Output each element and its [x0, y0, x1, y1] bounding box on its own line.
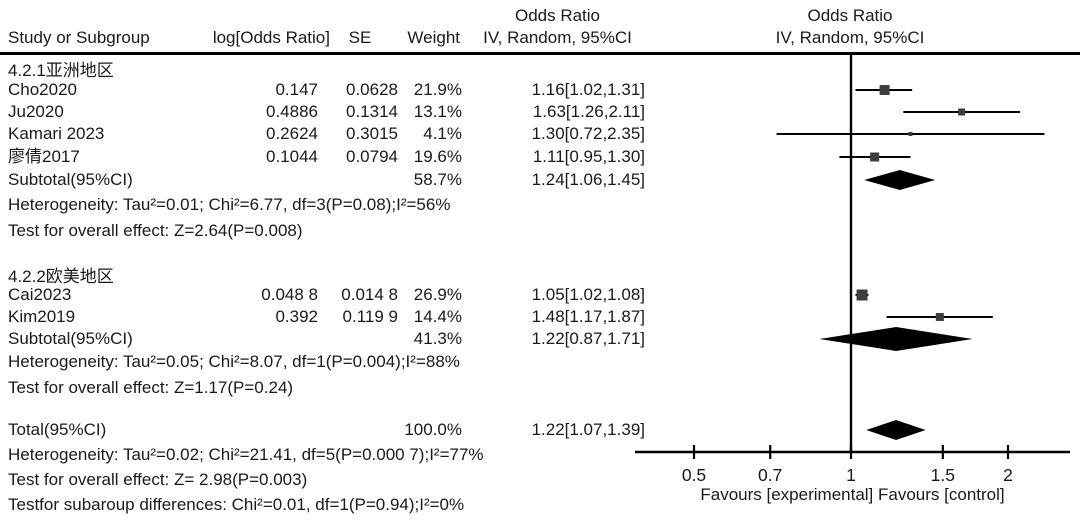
or-ci-value: 1.22[0.87,1.71] [531, 329, 645, 348]
header-divider-line [0, 52, 1080, 55]
logor-value: 0.392 [275, 307, 318, 326]
se-value: 0.0794 [346, 147, 398, 166]
or-ci-value: 1.24[1.06,1.45] [531, 170, 645, 189]
weight-value: 26.9% [413, 285, 462, 304]
study-label: Ju2020 [8, 102, 64, 121]
se-column-header: SE [348, 28, 372, 47]
group-label: 4.2.1亚洲地区 [8, 61, 114, 80]
ci-column-header-left: IV, Random, 95%CI [483, 28, 632, 47]
effect-square [908, 132, 913, 136]
stat-text: Test for overall effect: Z= 2.98(P=0.003… [8, 470, 308, 489]
table-row: Ju2020 0.4886 0.1314 13.1% 1.63[1.26,2.11] [0, 101, 660, 123]
stat-line: Test for overall effect: Z=1.17(P=0.24) [0, 377, 660, 399]
table-row: Cai2023 0.048 8 0.014 8 26.9% 1.05[1.02,1.08… [0, 284, 660, 306]
stat-text: Testfor subaroup differences: Chi²=0.01,… [8, 495, 465, 514]
odds-ratio-title-left: Odds Ratio [514, 6, 601, 25]
weight-value: 100.0% [404, 420, 462, 439]
axis-tick-label: 2 [1003, 465, 1013, 485]
summary-label: Subtotal(95%CI) [8, 329, 133, 348]
weight-value: 41.3% [413, 329, 462, 348]
summary-label: Subtotal(95%CI) [8, 170, 133, 189]
table-row: Cho2020 0.147 0.0628 21.9% 1.16[1.02,1.31] [0, 79, 660, 101]
table-row: 廖倩2017 0.1044 0.0794 19.6% 1.11[0.95,1.30] [0, 146, 660, 168]
study-label: Kim2019 [8, 307, 76, 326]
se-value: 0.119 9 [342, 307, 398, 326]
study-label: Cai2023 [8, 285, 72, 304]
se-value: 0.3015 [346, 124, 398, 143]
axis-tick-label: 1 [846, 465, 856, 485]
stat-line: Test for overall effect: Z=2.64(P=0.008) [0, 220, 660, 242]
logor-value: 0.4886 [266, 102, 318, 121]
axis-tick-label: 1.5 [931, 465, 955, 485]
weight-value: 21.9% [413, 80, 462, 99]
stat-text: Test for overall effect: Z=1.17(P=0.24) [8, 378, 294, 397]
weight-value: 13.1% [413, 102, 462, 121]
or-ci-value: 1.11[0.95,1.30] [532, 147, 645, 166]
effect-square [879, 85, 890, 95]
or-ci-value: 1.30[0.72,2.35] [531, 124, 645, 143]
se-value: 0.0628 [346, 80, 398, 99]
ci-column-header-right: IV, Random, 95%CI [775, 28, 925, 47]
summary-diamond [864, 170, 936, 190]
stat-text: Heterogeneity: Tau²=0.05; Chi²=8.07, df=… [8, 352, 460, 371]
or-ci-value: 1.22[1.07,1.39] [531, 420, 645, 439]
stat-line: Testfor subaroup differences: Chi²=0.01,… [0, 494, 660, 516]
logor-column-header: log[Odds Ratio] [212, 28, 330, 47]
summary-row: Subtotal(95%CI) 58.7% 1.24[1.06,1.45] [0, 169, 660, 191]
study-column-header: Study or Subgroup [8, 28, 150, 47]
or-ci-value: 1.16[1.02,1.31] [531, 80, 645, 99]
se-value: 0.014 8 [341, 285, 398, 304]
logor-value: 0.1044 [266, 147, 318, 166]
study-label: Cho2020 [8, 80, 78, 99]
odds-ratio-title-right: Odds Ratio [807, 6, 893, 25]
axis-tick-label: 0.7 [758, 465, 782, 485]
group-header-row: 4.2.1亚洲地区 [0, 60, 660, 82]
se-value: 0.1314 [346, 102, 398, 121]
effect-square [870, 152, 880, 162]
logor-value: 0.048 8 [261, 285, 318, 304]
summary-diamond [819, 327, 973, 351]
weight-value: 14.4% [413, 307, 462, 326]
stat-line: Heterogeneity: Tau²=0.01; Chi²=6.77, df=… [0, 194, 660, 216]
group-label: 4.2.2欧美地区 [8, 267, 114, 286]
or-ci-value: 1.63[1.26,2.11] [532, 102, 645, 121]
weight-value: 4.1% [423, 124, 462, 143]
effect-square [856, 289, 868, 301]
group-header-row: 4.2.2欧美地区 [0, 266, 660, 288]
stat-line: Test for overall effect: Z= 2.98(P=0.003… [0, 469, 660, 491]
table-row: Kim2019 0.392 0.119 9 14.4% 1.48[1.17,1.87] [0, 306, 660, 328]
weight-value: 19.6% [413, 147, 462, 166]
stat-text: Heterogeneity: Tau²=0.02; Chi²=21.41, df… [8, 445, 484, 464]
weight-column-header: Weight [407, 28, 460, 47]
study-label: Kamari 2023 [8, 124, 105, 143]
weight-value: 58.7% [413, 170, 462, 189]
stat-line: Heterogeneity: Tau²=0.02; Chi²=21.41, df… [0, 444, 660, 466]
study-label: 廖倩2017 [8, 147, 80, 166]
effect-square [958, 108, 966, 116]
summary-diamond [866, 420, 926, 440]
favours-axis-label: Favours [experimental] Favours [control] [700, 485, 1005, 504]
table-row: Kamari 2023 0.2624 0.3015 4.1% 1.30[0.72,2.3… [0, 123, 660, 145]
summary-row: Subtotal(95%CI) 41.3% 1.22[0.87,1.71] [0, 328, 660, 350]
stat-text: Test for overall effect: Z=2.64(P=0.008) [8, 221, 303, 240]
summary-row: Total(95%CI) 100.0% 1.22[1.07,1.39] [0, 419, 660, 441]
axis-tick-label: 0.5 [682, 465, 706, 485]
or-ci-value: 1.05[1.02,1.08] [531, 285, 645, 304]
stat-line: Heterogeneity: Tau²=0.05; Chi²=8.07, df=… [0, 351, 660, 373]
summary-label: Total(95%CI) [8, 420, 107, 439]
logor-value: 0.147 [275, 80, 318, 99]
logor-value: 0.2624 [266, 124, 318, 143]
or-ci-value: 1.48[1.17,1.87] [531, 307, 645, 326]
stat-text: Heterogeneity: Tau²=0.01; Chi²=6.77, df=… [8, 195, 451, 214]
effect-square [935, 313, 944, 321]
